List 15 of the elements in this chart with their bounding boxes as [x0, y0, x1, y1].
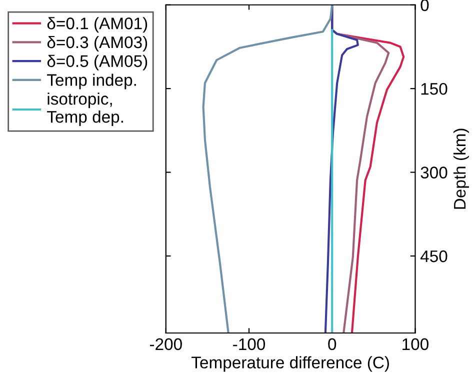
x-tick-label: 100 [402, 338, 428, 350]
legend-label: Temp indep. [47, 74, 136, 90]
x-tick-label: -100 [233, 338, 266, 350]
legend-label: δ=0.1 (AM01) [47, 17, 148, 33]
y-tick-label: 150 [421, 82, 448, 95]
x-tick-label: 0 [328, 338, 336, 350]
y-tick-label: 300 [420, 166, 448, 178]
legend-label: δ=0.5 (AM05) [47, 54, 148, 70]
y-axis-title: Depth (km) [453, 128, 469, 209]
legend-label: δ=0.3 (AM03) [47, 36, 148, 52]
x-axis-title: Temperature difference (C) [192, 356, 389, 372]
x-tick-label: -200 [150, 338, 182, 350]
legend-label: isotropic, Temp dep. [47, 92, 123, 126]
line-series [202, 4, 334, 333]
y-tick-label: 450 [420, 250, 448, 262]
